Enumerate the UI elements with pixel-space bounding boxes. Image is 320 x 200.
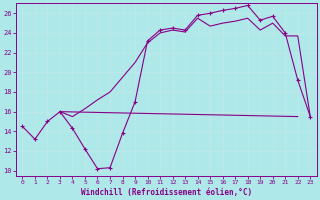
X-axis label: Windchill (Refroidissement éolien,°C): Windchill (Refroidissement éolien,°C): [81, 188, 252, 197]
